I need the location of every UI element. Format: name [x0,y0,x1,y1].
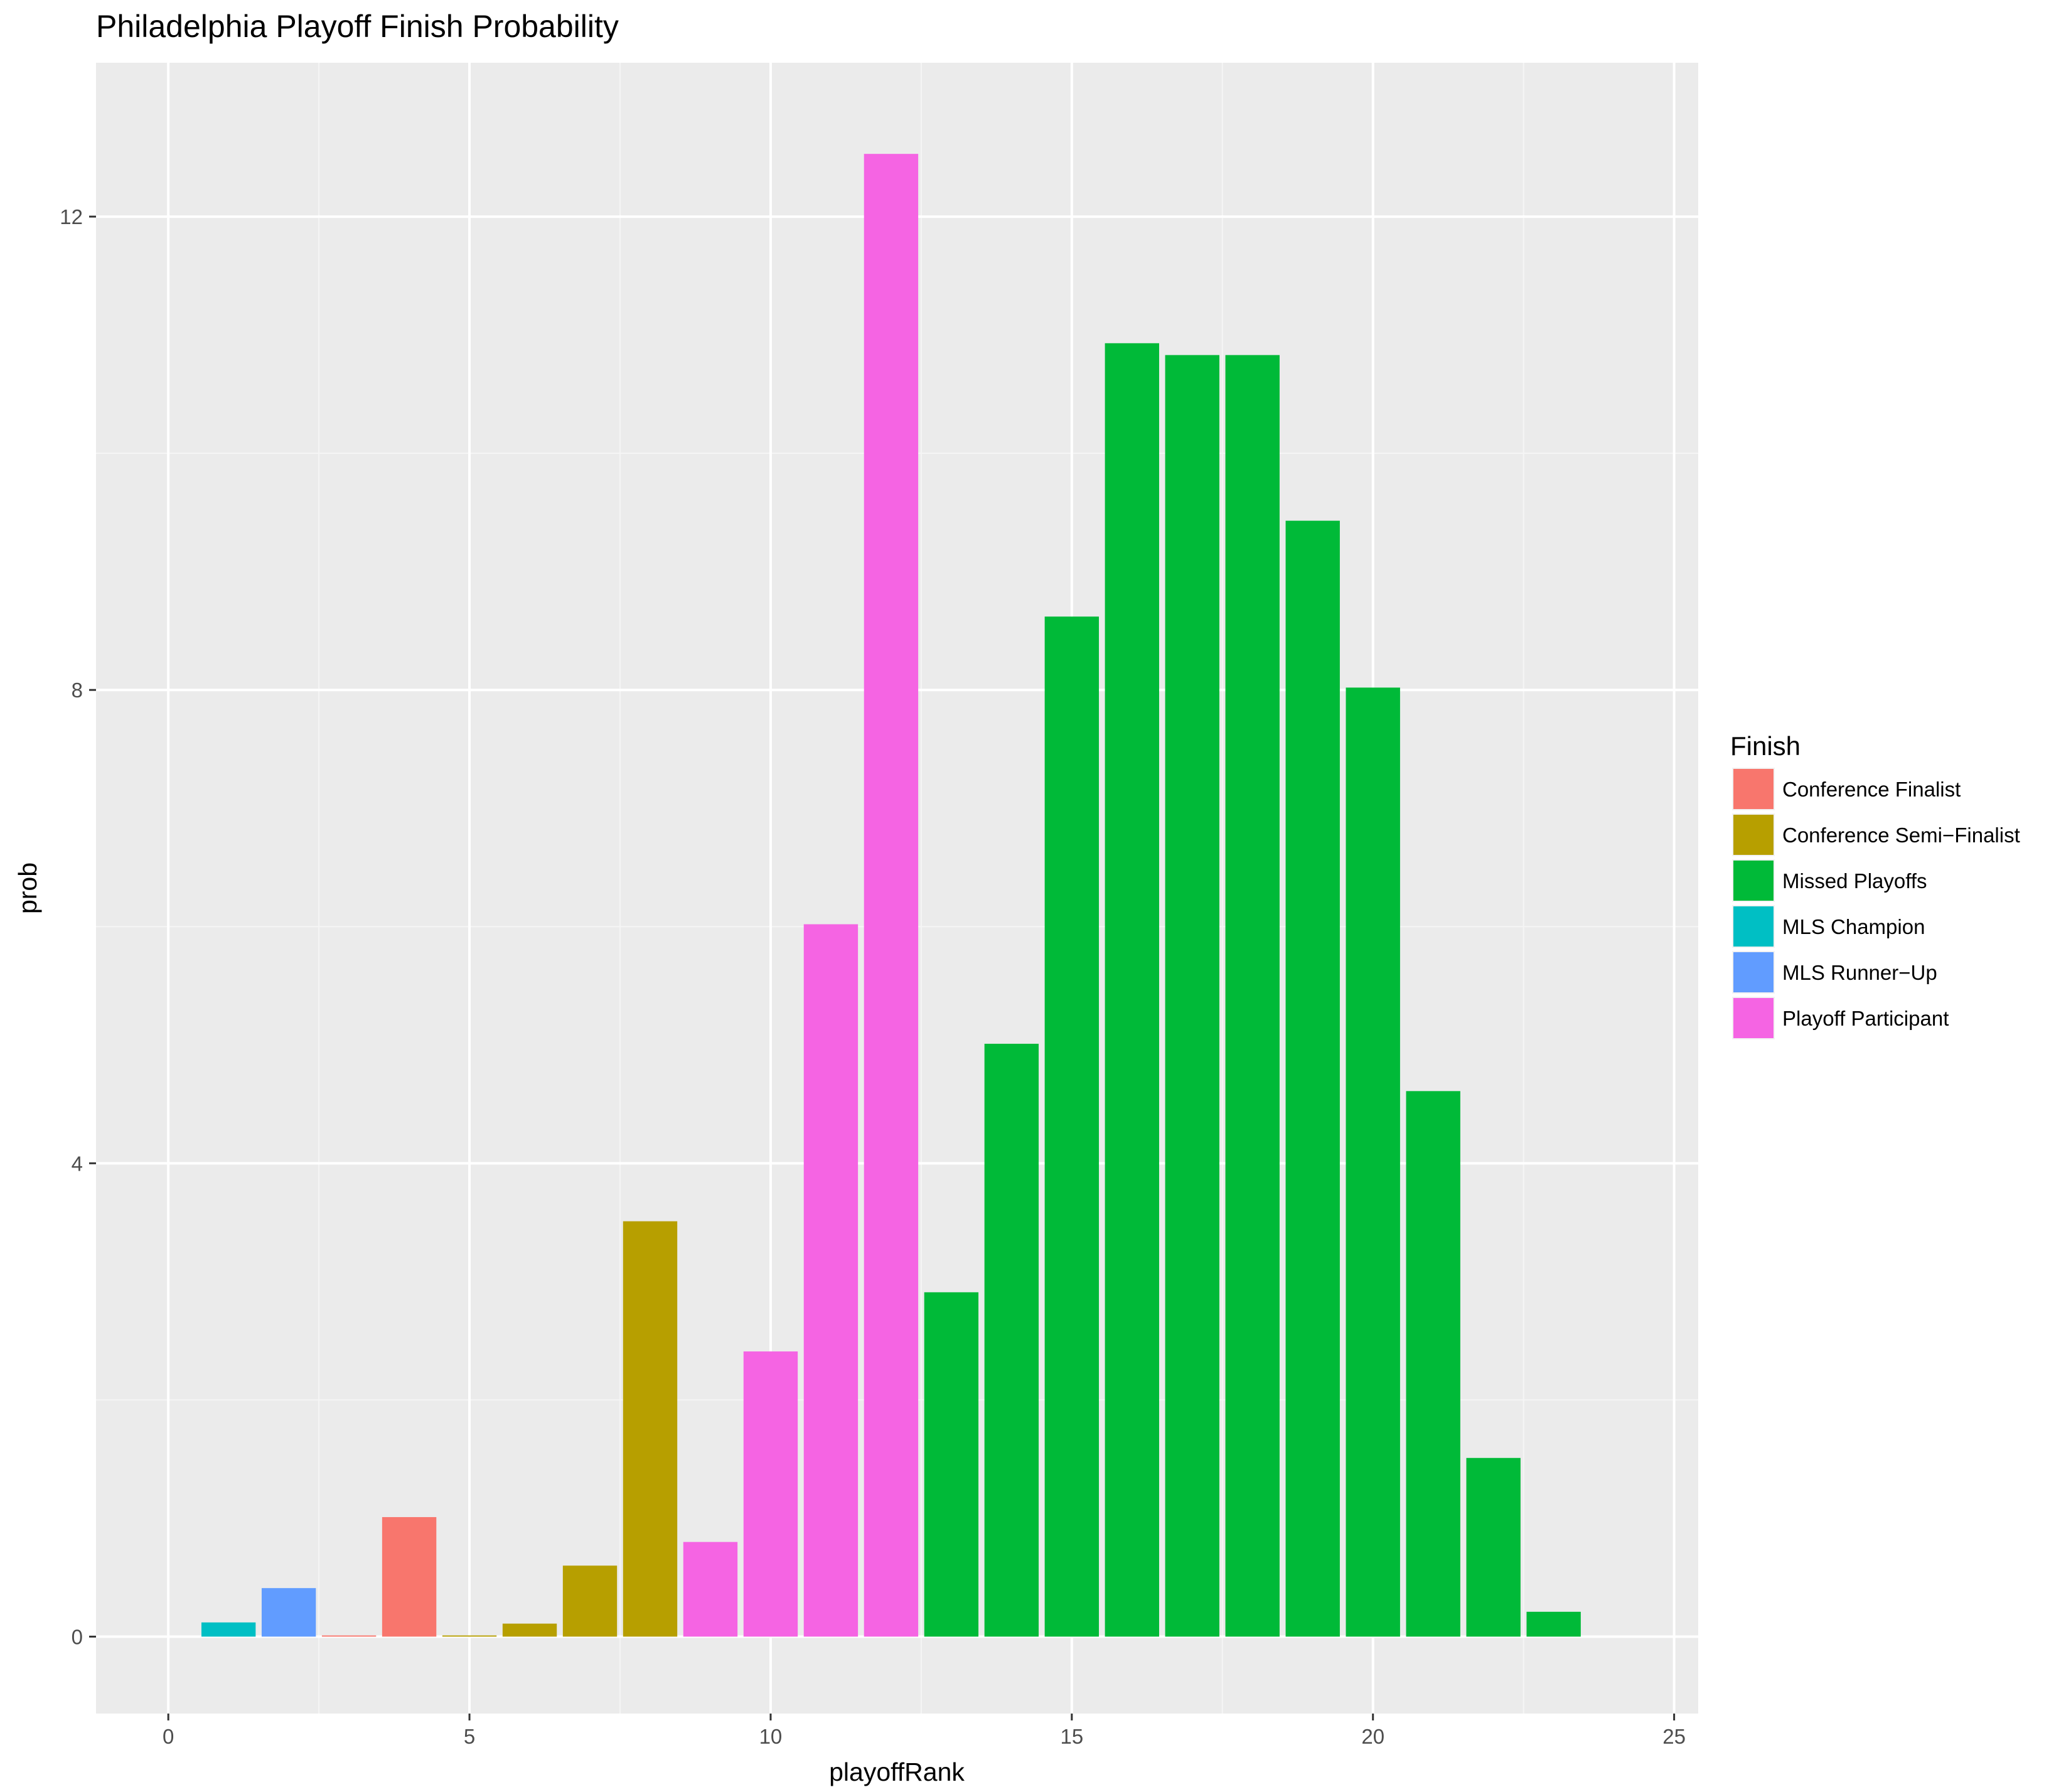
legend-swatch [1733,769,1774,809]
legend-label: MLS Runner−Up [1782,961,1937,984]
legend-swatch [1733,861,1774,901]
bar [803,924,859,1637]
bar [984,1043,1039,1637]
x-axis: 0 5 10 15 20 25 [163,1714,1686,1748]
y-tick-label: 8 [72,679,83,702]
chart-title: Philadelphia Playoff Finish Probability [96,9,619,44]
legend-label: Conference Semi−Finalist [1782,824,2020,847]
bar [562,1565,618,1637]
x-tick-label: 10 [759,1725,783,1748]
bar [1044,616,1100,1637]
legend-swatch [1733,815,1774,855]
legend-items: Conference Finalist Conference Semi−Final… [1732,768,2020,1039]
bar [683,1542,738,1637]
bar [864,154,919,1637]
y-axis: 0 4 8 12 [60,205,96,1648]
bar [1225,355,1280,1637]
x-tick-label: 25 [1662,1725,1686,1748]
legend-swatch [1733,998,1774,1038]
bar [382,1517,437,1637]
bar [442,1635,497,1637]
legend-label: Missed Playoffs [1782,869,1927,893]
bar [321,1635,377,1637]
legend-swatch [1733,952,1774,992]
legend-title: Finish [1730,731,1801,761]
x-tick-label: 20 [1361,1725,1384,1748]
bars-layer [201,154,1581,1637]
legend: Finish Conference Finalist Conference Sem… [1730,731,2020,1039]
bar [261,1588,316,1637]
y-axis-label: prob [13,862,42,914]
bar [1406,1091,1460,1637]
bar [924,1292,979,1637]
x-tick-label: 5 [464,1725,475,1748]
legend-label: Playoff Participant [1782,1007,1949,1030]
bar [743,1351,798,1637]
bar [1526,1611,1581,1637]
bar [1105,343,1160,1637]
legend-swatch [1733,906,1774,947]
x-axis-label: playoffRank [829,1757,965,1786]
bar [1466,1457,1521,1637]
legend-label: MLS Champion [1782,915,1925,938]
x-tick-label: 15 [1060,1725,1083,1748]
y-tick-label: 0 [72,1625,83,1648]
x-tick-label: 0 [163,1725,174,1748]
y-tick-label: 4 [72,1152,83,1175]
bar [1285,520,1340,1637]
bar [201,1622,256,1637]
legend-label: Conference Finalist [1782,778,1961,801]
bar [1165,355,1219,1637]
bar [1346,687,1400,1637]
bar [502,1623,557,1637]
bar [623,1221,678,1637]
y-tick-label: 12 [60,205,83,228]
